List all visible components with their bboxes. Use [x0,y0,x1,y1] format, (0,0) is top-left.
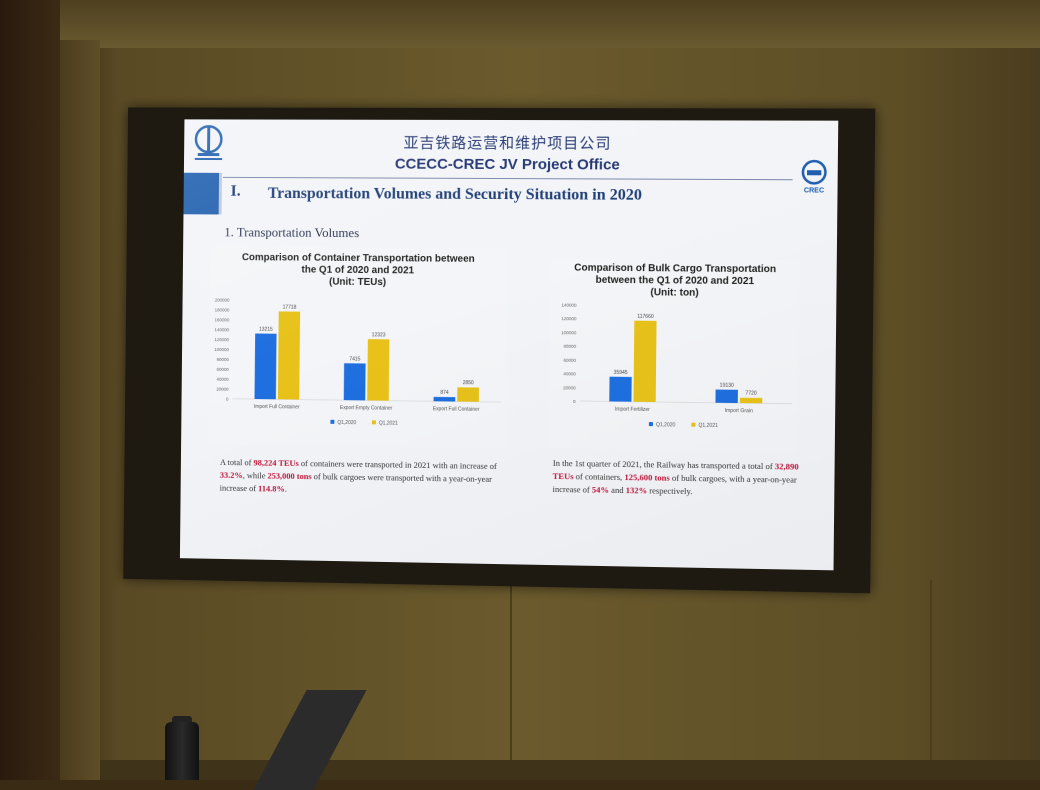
y-tick-label: 160000 [215,317,230,322]
paragraph-text: In the 1st quarter of 2021, the Railway … [553,458,775,471]
y-tick-label: 180000 [215,307,230,312]
section-title: Transportation Volumes and Security Situ… [268,185,642,205]
highlight-value: 98,224 TEUs [253,457,298,468]
section-accent-bar [183,173,219,215]
y-tick-label: 120000 [214,337,229,342]
data-label: 2850 [463,380,474,386]
subsection-title: 1. Transportation Volumes [224,224,359,241]
bar-q1-2021 [278,311,300,399]
y-tick-label: 120000 [561,316,577,321]
section-number: I. [231,183,241,201]
data-label: 12323 [372,332,386,338]
y-tick-label: 60000 [563,358,576,363]
bar-q1-2021 [633,321,656,402]
category-label: Import Grain [725,408,754,414]
highlight-value: 125,600 tons [624,472,669,483]
y-tick-label: 40000 [216,377,229,382]
title-divider [223,177,793,180]
paragraph-text: respectively. [647,485,692,496]
paragraph-text: . [285,484,287,494]
bulk-summary-text: In the 1st quarter of 2021, the Railway … [552,457,803,500]
bar-q1-2021 [457,387,479,402]
container-summary-text: A total of 98,224 TEUs of containers wer… [220,456,513,499]
data-label: 7720 [745,391,757,397]
category-label: Export Full Container [433,406,480,413]
water-bottle [165,722,199,780]
crec-logo-icon: CREC [799,159,830,196]
company-name-english: CCECC-CREC JV Project Office [184,155,838,174]
y-tick-label: 140000 [562,303,578,308]
paragraph-text: of containers, [574,471,625,482]
data-label: 17718 [283,304,297,310]
bulk-cargo-chart-plot: 140000 120000 100000 80000 60000 40000 20000 0 3… [549,258,800,452]
presentation-slide: 亚吉铁路运营和维护项目公司 CCECC-CREC JV Project Offi… [180,119,838,570]
paragraph-text: and [609,485,626,495]
data-label: 117660 [637,314,654,320]
y-tick-label: 0 [573,399,576,404]
wall-panel-seam [510,580,512,780]
container-chart-plot: 2000001800001600001400001200001000008000… [208,246,507,448]
legend-swatch [330,420,334,424]
table-edge [100,760,1040,780]
y-tick-label: 100000 [214,347,229,352]
highlight-value: 114.8% [258,483,285,493]
highlight-value: 54% [592,485,609,495]
paragraph-text: of containers were transported in 2021 w… [299,458,497,471]
bar-q1-2020 [609,377,631,402]
paragraph-text: , while [243,470,268,480]
highlight-value: 132% [626,485,648,495]
bar-q1-2020 [255,334,277,400]
highlight-value: 33.2% [220,470,243,480]
y-tick-label: 80000 [564,344,577,349]
data-label: 874 [440,390,449,396]
category-label: Export Empty Container [340,405,393,412]
legend-label: Q1,2020 [656,422,676,428]
tv-monitor: 亚吉铁路运营和维护项目公司 CCECC-CREC JV Project Offi… [123,107,875,593]
section-accent-stripe [219,173,222,215]
y-tick-label: 60000 [217,367,230,372]
highlight-value: 253,000 tons [267,471,311,482]
data-label: 7415 [349,356,360,362]
data-label: 35945 [614,370,628,376]
y-tick-label: 20000 [216,387,229,392]
wall-panel-seam [930,580,932,780]
bar-q1-2020 [715,390,737,404]
y-tick-label: 200000 [215,298,230,303]
crec-logo-text: CREC [804,187,824,194]
container-chart: Comparison of Container Transportation b… [208,246,507,448]
legend-label: Q1,2021 [698,423,718,429]
y-tick-label: 0 [226,397,229,402]
data-label: 13215 [259,327,273,333]
category-label: Import Full Container [254,404,300,411]
wall-pillar [60,40,100,780]
bar-q1-2021 [367,339,389,401]
y-tick-label: 80000 [217,357,230,362]
y-tick-label: 100000 [561,330,577,335]
legend-swatch [372,420,376,424]
legend-swatch [649,422,653,426]
bulk-cargo-chart: Comparison of Bulk Cargo Transportation … [549,258,800,452]
wall-ceiling-trim [60,0,1040,48]
bar-q1-2020 [434,397,456,402]
category-label: Import Fertilizer [615,407,650,414]
bar-q1-2020 [344,363,366,400]
legend-swatch [691,423,695,427]
y-tick-label: 20000 [563,385,576,390]
data-label: 19130 [720,382,734,388]
legend-label: Q1,2020 [337,420,356,426]
y-tick-label: 140000 [214,327,229,332]
company-name-chinese: 亚吉铁路运营和维护项目公司 [184,131,838,154]
legend-label: Q1,2021 [379,420,398,426]
bar-q1-2021 [740,398,762,404]
paragraph-text: A total of [220,457,254,467]
y-tick-label: 40000 [563,371,576,376]
